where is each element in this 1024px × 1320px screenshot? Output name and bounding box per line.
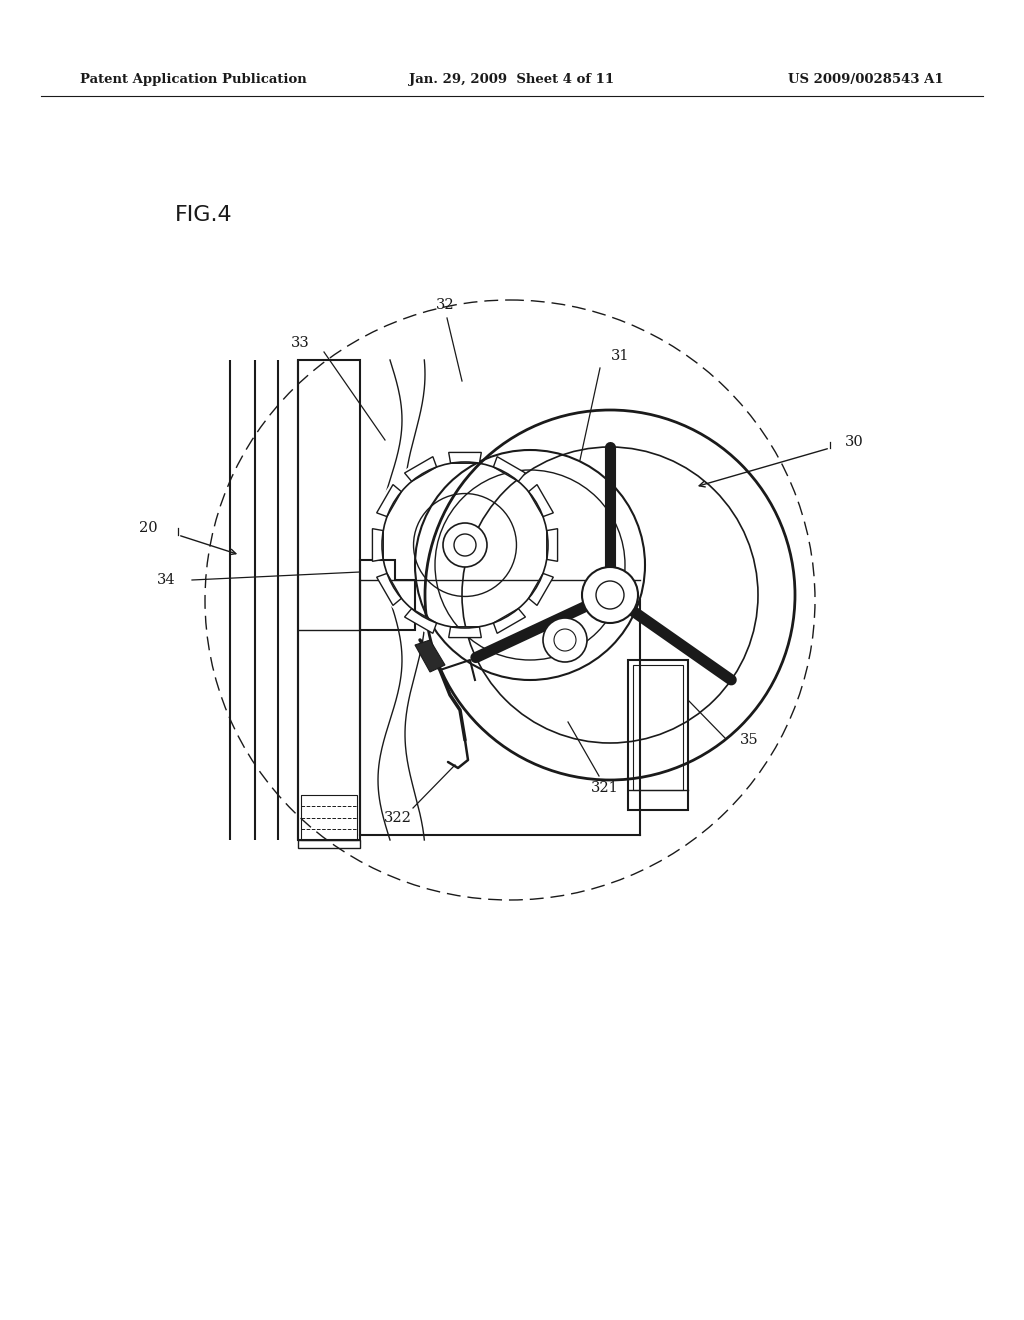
Text: 35: 35 bbox=[740, 733, 759, 747]
Polygon shape bbox=[547, 529, 558, 561]
Circle shape bbox=[543, 618, 587, 663]
Polygon shape bbox=[449, 627, 481, 638]
Text: 20: 20 bbox=[139, 521, 158, 535]
Polygon shape bbox=[415, 640, 445, 672]
Circle shape bbox=[596, 581, 624, 609]
Text: US 2009/0028543 A1: US 2009/0028543 A1 bbox=[788, 74, 944, 87]
Text: 34: 34 bbox=[157, 573, 175, 587]
Bar bbox=[298, 840, 360, 847]
Circle shape bbox=[454, 535, 476, 556]
Polygon shape bbox=[494, 457, 525, 482]
Polygon shape bbox=[528, 484, 553, 516]
Text: 30: 30 bbox=[845, 436, 864, 449]
Polygon shape bbox=[449, 453, 481, 463]
Circle shape bbox=[554, 630, 575, 651]
Bar bbox=[298, 360, 360, 840]
Text: 321: 321 bbox=[591, 781, 618, 795]
Polygon shape bbox=[377, 484, 401, 516]
Polygon shape bbox=[528, 573, 553, 606]
Polygon shape bbox=[377, 573, 401, 606]
Text: Jan. 29, 2009  Sheet 4 of 11: Jan. 29, 2009 Sheet 4 of 11 bbox=[410, 74, 614, 87]
Circle shape bbox=[425, 411, 795, 780]
Text: Patent Application Publication: Patent Application Publication bbox=[80, 74, 307, 87]
Bar bbox=[628, 660, 688, 810]
Text: 322: 322 bbox=[384, 810, 412, 825]
Text: 33: 33 bbox=[291, 337, 310, 350]
Bar bbox=[301, 795, 357, 840]
Text: FIG.4: FIG.4 bbox=[175, 205, 232, 224]
Bar bbox=[633, 665, 683, 789]
Polygon shape bbox=[404, 457, 436, 482]
Polygon shape bbox=[494, 609, 525, 634]
Circle shape bbox=[443, 523, 487, 568]
Circle shape bbox=[582, 568, 638, 623]
Text: 31: 31 bbox=[611, 348, 630, 363]
Polygon shape bbox=[373, 529, 383, 561]
Text: 32: 32 bbox=[435, 298, 455, 312]
Circle shape bbox=[369, 449, 561, 642]
Polygon shape bbox=[404, 609, 436, 634]
